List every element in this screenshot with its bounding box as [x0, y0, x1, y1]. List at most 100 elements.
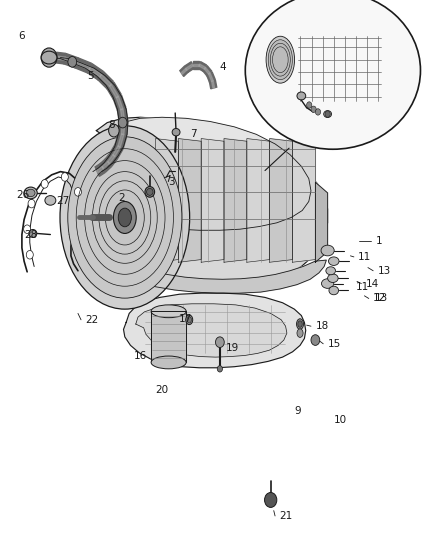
Polygon shape — [201, 139, 224, 262]
Ellipse shape — [324, 110, 332, 117]
Circle shape — [307, 102, 312, 108]
Text: 17: 17 — [179, 314, 192, 324]
Polygon shape — [98, 71, 113, 90]
Polygon shape — [121, 122, 125, 134]
Text: 16: 16 — [134, 351, 147, 361]
Text: 2: 2 — [118, 193, 125, 203]
Polygon shape — [198, 62, 206, 71]
Ellipse shape — [106, 190, 144, 245]
Polygon shape — [124, 293, 306, 368]
Polygon shape — [270, 139, 293, 262]
Polygon shape — [56, 52, 65, 64]
Text: 6: 6 — [18, 31, 25, 41]
Polygon shape — [88, 63, 103, 80]
Polygon shape — [113, 146, 120, 157]
Ellipse shape — [146, 189, 153, 195]
Circle shape — [24, 225, 31, 233]
Polygon shape — [89, 67, 101, 77]
Circle shape — [315, 109, 321, 115]
Ellipse shape — [29, 229, 37, 237]
Text: 27: 27 — [56, 197, 69, 206]
Ellipse shape — [145, 187, 155, 197]
Ellipse shape — [186, 315, 193, 325]
Text: 15: 15 — [328, 339, 341, 349]
Circle shape — [26, 251, 33, 259]
Polygon shape — [64, 53, 78, 68]
Circle shape — [74, 188, 81, 196]
Ellipse shape — [321, 245, 334, 256]
Ellipse shape — [328, 274, 338, 282]
Ellipse shape — [298, 321, 302, 327]
Polygon shape — [102, 161, 110, 169]
Ellipse shape — [270, 43, 290, 76]
Ellipse shape — [151, 356, 186, 369]
Ellipse shape — [245, 0, 420, 149]
Polygon shape — [118, 134, 124, 147]
Text: 26: 26 — [17, 190, 30, 199]
Polygon shape — [205, 68, 210, 74]
Ellipse shape — [326, 266, 336, 275]
Polygon shape — [116, 96, 123, 110]
Ellipse shape — [268, 40, 293, 79]
Polygon shape — [108, 155, 115, 164]
Ellipse shape — [26, 189, 35, 197]
Ellipse shape — [118, 208, 131, 227]
Circle shape — [311, 335, 320, 345]
Polygon shape — [315, 182, 328, 262]
Ellipse shape — [187, 317, 191, 323]
Polygon shape — [178, 139, 201, 262]
Polygon shape — [224, 139, 247, 262]
Circle shape — [217, 366, 223, 372]
Polygon shape — [76, 61, 90, 70]
Polygon shape — [203, 66, 212, 76]
Text: 21: 21 — [279, 511, 293, 521]
Polygon shape — [110, 254, 326, 293]
Text: 22: 22 — [85, 315, 99, 325]
Polygon shape — [209, 80, 217, 89]
Polygon shape — [106, 152, 117, 166]
Polygon shape — [100, 158, 111, 172]
Circle shape — [41, 48, 57, 67]
Ellipse shape — [60, 126, 190, 309]
Polygon shape — [117, 108, 128, 123]
Ellipse shape — [297, 319, 304, 329]
Polygon shape — [186, 64, 193, 70]
Text: 18: 18 — [315, 321, 328, 331]
Polygon shape — [193, 61, 199, 69]
Ellipse shape — [151, 305, 186, 318]
Text: 14: 14 — [366, 279, 379, 288]
Ellipse shape — [328, 257, 339, 265]
Circle shape — [61, 173, 68, 181]
Text: 11: 11 — [356, 282, 369, 292]
Polygon shape — [115, 133, 127, 148]
Polygon shape — [208, 73, 213, 82]
Polygon shape — [113, 95, 126, 111]
Polygon shape — [107, 82, 121, 100]
Ellipse shape — [45, 196, 56, 205]
Polygon shape — [181, 68, 187, 75]
Polygon shape — [110, 84, 118, 98]
Ellipse shape — [172, 128, 180, 136]
Polygon shape — [136, 304, 287, 357]
Text: 5: 5 — [88, 71, 94, 80]
Polygon shape — [100, 117, 311, 230]
Circle shape — [68, 56, 77, 67]
Text: 9: 9 — [294, 407, 301, 416]
Polygon shape — [120, 109, 125, 122]
Text: 12: 12 — [373, 294, 386, 303]
Ellipse shape — [297, 329, 303, 337]
Text: 11: 11 — [358, 252, 371, 262]
Polygon shape — [95, 163, 105, 176]
Text: 28: 28 — [24, 230, 37, 239]
Polygon shape — [247, 139, 270, 262]
Polygon shape — [212, 81, 215, 88]
Polygon shape — [110, 143, 123, 159]
Text: 4: 4 — [220, 62, 226, 71]
Polygon shape — [185, 62, 194, 72]
Ellipse shape — [272, 47, 288, 72]
Ellipse shape — [24, 187, 37, 199]
Circle shape — [265, 492, 277, 507]
Text: 8: 8 — [109, 120, 115, 130]
Circle shape — [311, 106, 316, 112]
Ellipse shape — [297, 92, 306, 100]
